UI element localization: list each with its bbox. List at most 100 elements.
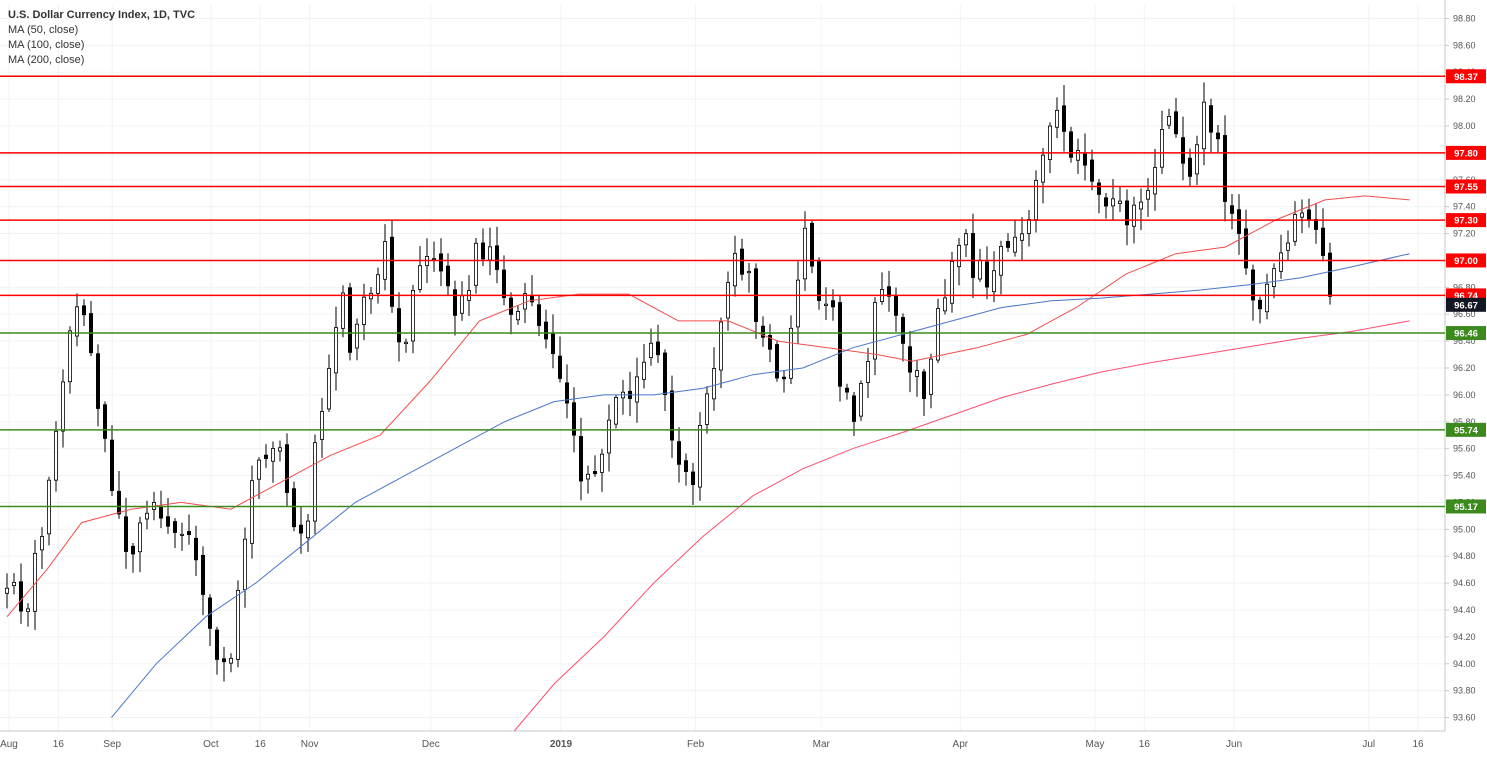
candle-down [82,305,87,316]
time-axis-label: 16 [53,739,65,750]
candle-down [579,436,584,482]
candle-up [726,282,731,319]
candle-down [684,460,689,472]
candle-down [1006,241,1011,248]
candle-up [1118,200,1123,204]
candle-down [347,287,352,353]
candle-down [593,471,598,475]
time-axis-label: Jun [1226,739,1242,750]
candle-up [859,383,864,417]
candle-up [600,453,605,473]
indicator-ma200-label[interactable]: MA (200, close) [8,54,85,66]
ma100-line [111,253,1410,718]
time-axis-label: Mar [813,739,831,750]
candle-up [179,533,184,536]
candle-up [75,306,80,337]
candle-up [1279,252,1284,272]
price-axis-label: 98.20 [1453,94,1476,104]
candle-down [389,236,394,307]
candle-down [158,507,163,519]
candle-up [312,442,317,522]
candle-up [642,361,647,380]
candle-down [852,395,857,422]
price-axis-label: 97.40 [1453,202,1476,212]
candle-down [452,289,457,316]
candle-down [1216,132,1221,140]
candle-down [18,581,23,612]
last-price-label: 96.67 [1454,300,1478,311]
candle-up [487,246,492,261]
time-axis-label: Aug [0,739,18,750]
candle-down [396,308,401,343]
candle-down [558,355,563,379]
candle-down [768,335,773,350]
resistance-level-tag [1446,213,1486,228]
price-axis-label: 95.80 [1453,417,1476,427]
time-axis-label: Feb [687,739,705,750]
candle-up [137,522,142,553]
time-axis-label: Apr [953,739,969,750]
candle-down [971,233,976,278]
candle-down [1209,105,1214,133]
candle-up [340,292,345,329]
candle-up [747,271,752,274]
price-axis-label: 96.60 [1453,309,1476,319]
candle-down [572,402,577,436]
time-axis-label: May [1086,739,1105,750]
indicator-ma50-label[interactable]: MA (50, close) [8,24,79,36]
resistance-level-tag [1446,253,1486,268]
candle-up [789,327,794,379]
candle-up [936,308,941,361]
resistance-level-tag [1446,179,1486,194]
ma200-line [513,320,1410,732]
candle-up [957,244,962,267]
candle-up [68,330,73,383]
chart-title: U.S. Dollar Currency Index, 1D, TVC [8,9,196,21]
price-axis-label: 95.60 [1453,444,1476,454]
candle-up [361,296,366,325]
candle-up [270,448,275,462]
resistance-level-label: 97.80 [1454,148,1478,159]
time-axis-label: Dec [422,739,440,750]
candle-down [887,286,892,297]
candle-up [516,311,521,321]
candle-down [1314,219,1319,230]
candle-down [221,658,226,663]
candle-up [929,358,934,395]
support-level-label: 95.17 [1454,502,1478,513]
candle-up [1132,204,1137,227]
candle-up [1265,283,1270,313]
candle-up [1293,214,1298,242]
candle-down [782,376,787,380]
candle-down [1258,299,1263,310]
price-axis-label: 96.40 [1453,336,1476,346]
candle-down [838,302,843,387]
support-level-label: 95.74 [1454,425,1478,436]
support-level-tag [1446,326,1486,341]
candle-up [992,270,997,293]
price-axis-label: 98.60 [1453,40,1476,50]
candle-up [403,341,408,344]
candle-up [375,274,380,294]
candle-up [1300,212,1305,218]
candle-down [1188,157,1193,177]
candle-up [649,342,654,358]
time-axis-label: Sep [103,739,121,750]
candle-up [1027,219,1032,234]
price-axis-label: 95.40 [1453,471,1476,481]
candle-down [551,333,556,355]
candle-down [1230,205,1235,214]
price-axis-label: 94.80 [1453,551,1476,561]
candle-up [319,411,324,440]
candle-up [1160,129,1165,168]
support-level-tag [1446,422,1486,437]
time-axis-label: Oct [203,739,219,750]
candle-up [1202,101,1207,150]
candle-up [40,536,45,551]
candle-up [719,321,724,371]
indicator-ma100-label[interactable]: MA (100, close) [8,39,85,51]
time-axis-label: Nov [301,739,319,750]
candle-up [950,260,955,304]
